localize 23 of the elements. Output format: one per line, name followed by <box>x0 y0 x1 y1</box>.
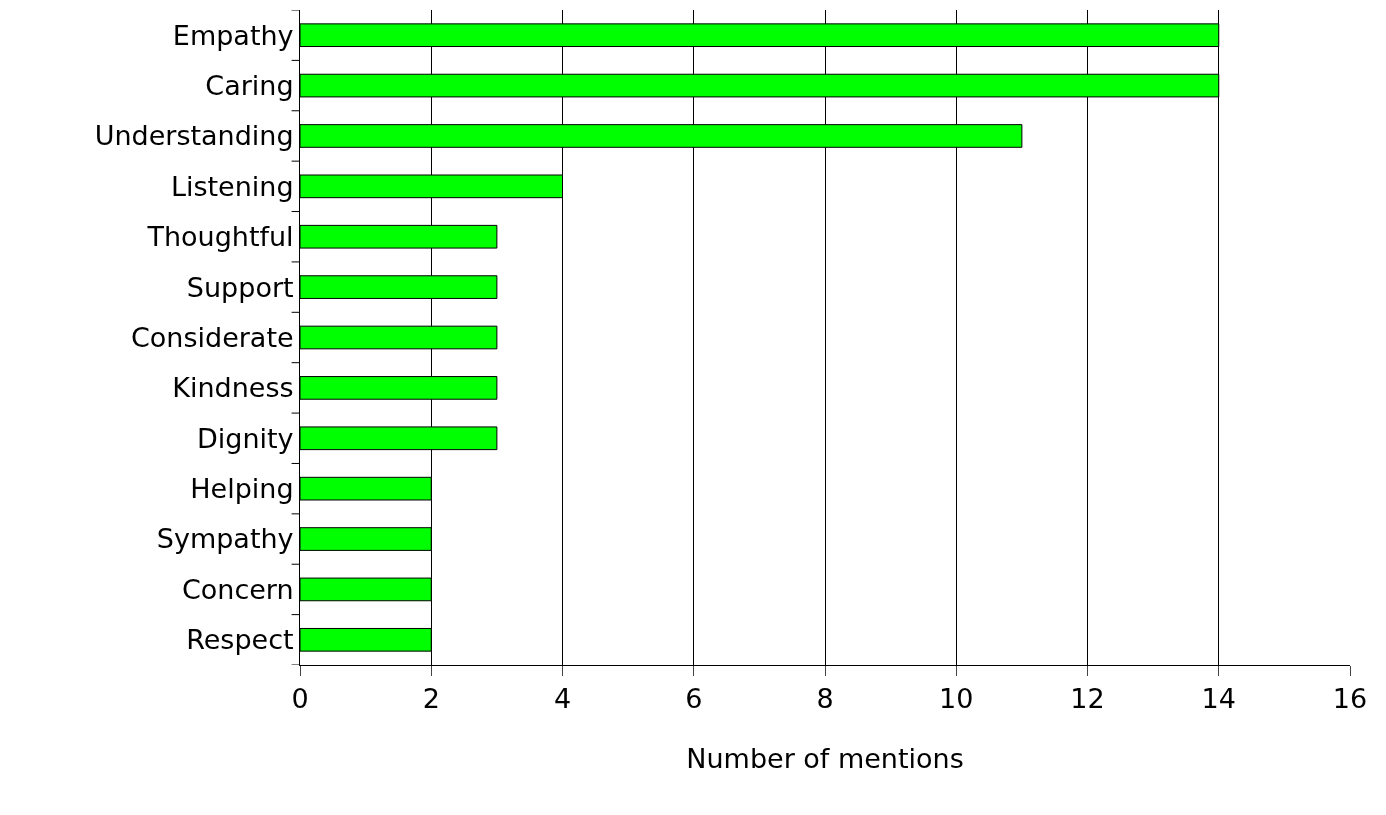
y-tick-label: Listening <box>170 170 294 202</box>
y-tick-label: Thoughtful <box>146 221 294 253</box>
y-tick-label: Support <box>186 271 294 303</box>
x-tick-label: 14 <box>1201 683 1236 715</box>
y-tick-label: Concern <box>181 573 294 605</box>
y-tick-label: Kindness <box>172 372 294 404</box>
x-tick-label: 2 <box>422 683 440 715</box>
x-tick-label: 0 <box>291 683 309 715</box>
x-tick-label: 6 <box>685 683 703 715</box>
y-tick-label: Considerate <box>130 321 294 353</box>
x-tick-label: 10 <box>939 683 974 715</box>
x-tick-label: 16 <box>1332 683 1368 715</box>
y-tick-label: Sympathy <box>156 523 294 555</box>
y-tick-label: Caring <box>205 70 294 102</box>
y-tick-label: Understanding <box>94 120 294 152</box>
x-tick-label: 12 <box>1070 683 1105 715</box>
y-tick-label: Respect <box>186 624 294 656</box>
y-tick-label: Helping <box>190 473 294 505</box>
x-axis-title: Number of mentions <box>686 742 964 774</box>
x-tick-label: 4 <box>553 683 572 715</box>
y-tick-label: Empathy <box>172 19 294 51</box>
y-tick-label: Dignity <box>196 422 294 454</box>
x-tick-label: 8 <box>816 683 834 715</box>
